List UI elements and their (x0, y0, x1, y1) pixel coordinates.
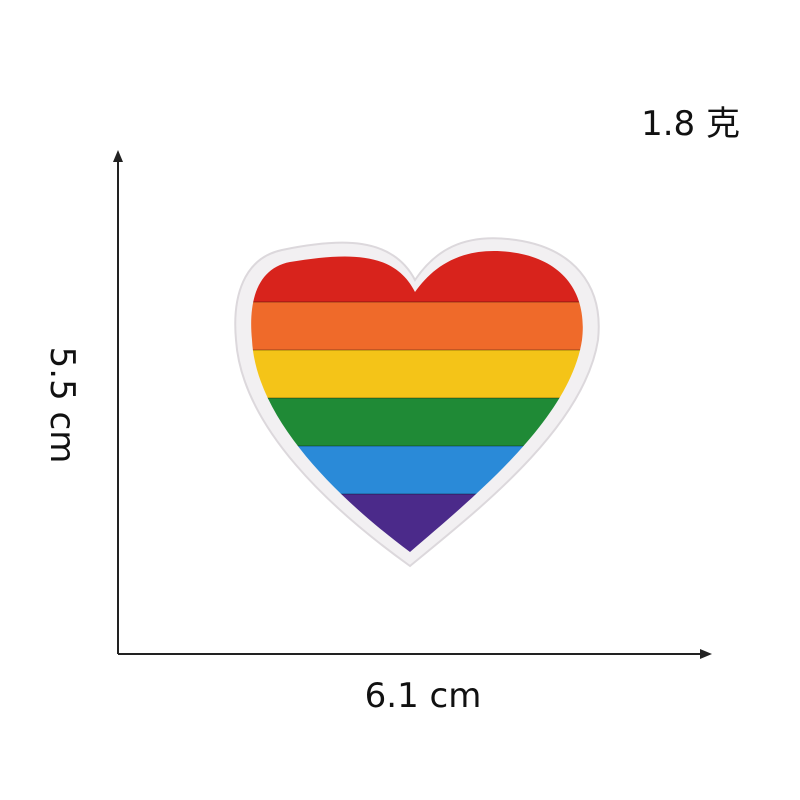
stripe-purple (251, 494, 583, 552)
width-axis-arrow-icon (700, 649, 712, 659)
height-dimension-label: 5.5 cm (42, 346, 82, 464)
width-dimension-label: 6.1 cm (364, 676, 482, 716)
height-axis-arrow-icon (113, 150, 123, 162)
weight-label: 1.8 克 (641, 104, 740, 144)
stripe-yellow (251, 350, 583, 398)
stripe-orange (251, 302, 583, 350)
stripe-green (251, 398, 583, 446)
